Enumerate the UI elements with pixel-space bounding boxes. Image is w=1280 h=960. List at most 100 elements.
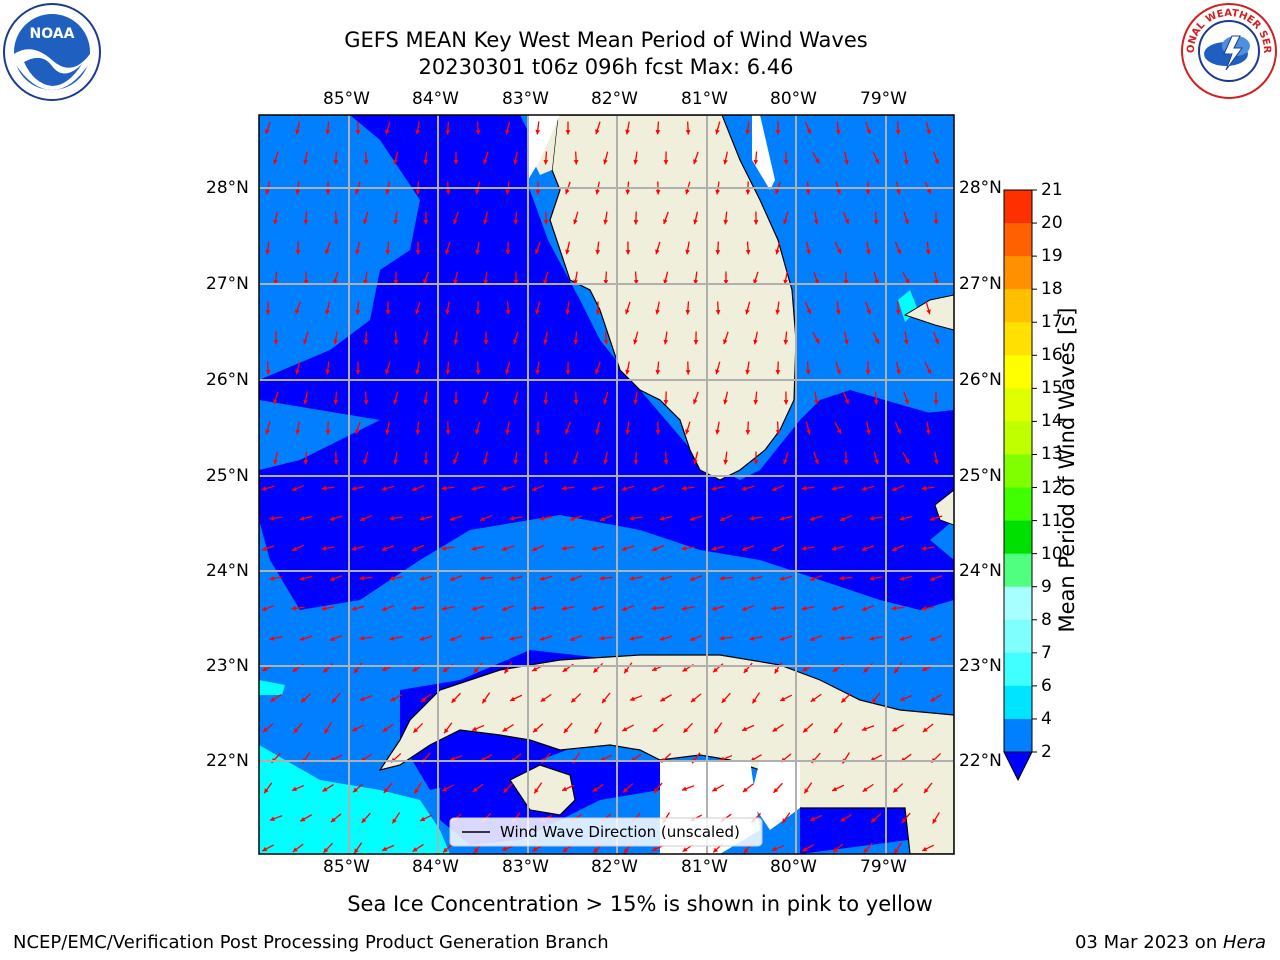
- wind-arrow: [753, 331, 758, 345]
- wind-arrow: [353, 662, 363, 674]
- wind-arrow: [449, 634, 463, 642]
- wind-arrow: [265, 301, 271, 315]
- wind-arrow: [543, 331, 548, 345]
- wind-arrow: [633, 211, 639, 225]
- wind-arrow: [261, 605, 275, 611]
- wind-arrow: [573, 451, 579, 465]
- wind-arrow: [693, 391, 699, 405]
- wind-arrow: [471, 545, 485, 551]
- map-gridlines: [259, 115, 954, 854]
- wind-arrow: [329, 515, 343, 521]
- wind-arrow: [445, 241, 451, 255]
- lon-label-top: 82°W: [591, 89, 638, 109]
- wind-arrow: [565, 421, 571, 435]
- wind-arrow: [861, 485, 875, 491]
- colorbar-segment: [1004, 289, 1032, 323]
- wind-arrow: [873, 451, 879, 465]
- wind-arrow: [505, 241, 511, 255]
- wind-arrow: [929, 575, 943, 581]
- wind-arrow: [603, 391, 609, 405]
- wind-arrow: [273, 151, 279, 165]
- wind-arrow: [809, 814, 823, 822]
- wind-arrow: [453, 151, 459, 165]
- wind-arrow: [831, 486, 845, 491]
- wind-arrow: [685, 361, 691, 375]
- colorbar-tick-label: 17: [1041, 312, 1063, 333]
- wind-arrow: [381, 545, 395, 551]
- wind-arrow: [685, 121, 691, 135]
- wind-arrow: [595, 361, 601, 375]
- wind-arrow: [599, 635, 613, 641]
- wind-arrow: [333, 211, 339, 225]
- wind-arrow: [483, 151, 489, 165]
- wind-arrow: [933, 151, 939, 165]
- wind-arrow: [693, 451, 699, 465]
- lon-label-top: 85°W: [323, 89, 370, 109]
- wind-arrow: [355, 121, 361, 135]
- wind-arrow: [501, 545, 515, 551]
- wind-arrow: [535, 241, 541, 255]
- wind-arrow: [445, 421, 451, 435]
- wind-arrow: [415, 121, 420, 135]
- wind-arrow: [505, 121, 511, 135]
- wind-arrow: [325, 421, 331, 435]
- wind-arrow: [921, 545, 935, 551]
- lat-label-right: 24°N: [959, 561, 1002, 581]
- wind-arrow: [505, 301, 511, 315]
- wind-arrow: [715, 421, 720, 435]
- lat-label-left: 23°N: [206, 656, 249, 676]
- wind-arrow: [265, 121, 271, 135]
- colorbar-segment: [1004, 256, 1032, 290]
- colorbar-segment: [1004, 322, 1032, 356]
- colorbar-tick-label: 16: [1041, 345, 1063, 366]
- wind-arrow: [419, 814, 433, 822]
- wind-arrow: [292, 843, 304, 853]
- wind-arrow: [930, 694, 942, 702]
- wind-arrow: [844, 331, 849, 345]
- wind-arrow: [393, 271, 399, 285]
- wind-arrow: [623, 662, 633, 674]
- wind-arrow: [273, 391, 279, 405]
- wind-arrow: [723, 211, 729, 225]
- wind-arrow: [779, 635, 793, 641]
- wind-arrow: [565, 361, 571, 375]
- colorbar-segment: [1004, 520, 1032, 555]
- colorbar-segment: [1004, 388, 1032, 422]
- wind-arrow: [532, 723, 544, 733]
- wind-arrow: [929, 634, 943, 642]
- wind-arrow: [509, 515, 523, 521]
- wind-arrow: [633, 391, 639, 405]
- colorbar-tick-label: 12: [1041, 477, 1063, 498]
- wind-arrow: [539, 635, 553, 641]
- wind-arrow: [423, 331, 429, 345]
- lon-label-top: 81°W: [681, 89, 728, 109]
- wind-arrow: [331, 692, 341, 704]
- wind-arrow: [663, 451, 669, 465]
- wind-arrow: [894, 421, 902, 435]
- wind-arrow: [595, 121, 601, 135]
- wind-arrow: [322, 663, 334, 673]
- wind-arrow: [902, 271, 910, 285]
- wind-arrow: [355, 301, 361, 315]
- wind-arrow: [449, 755, 463, 761]
- wind-arrow: [363, 451, 369, 465]
- wind-arrow: [902, 451, 910, 465]
- ocean-under-2s-se: [800, 808, 908, 854]
- wind-arrow: [453, 391, 459, 405]
- wind-arrow: [389, 576, 403, 581]
- wind-arrow: [809, 575, 823, 581]
- wind-arrow: [381, 485, 395, 491]
- wind-arrow: [683, 722, 693, 734]
- wind-arrow: [862, 783, 874, 793]
- lat-label-right: 22°N: [959, 751, 1002, 771]
- wind-arrow: [749, 515, 763, 521]
- nodata-area-1: [750, 760, 800, 830]
- wind-arrow: [869, 636, 883, 641]
- wind-arrow: [300, 693, 312, 703]
- wind-arrow: [412, 843, 424, 853]
- wind-arrow: [291, 484, 305, 492]
- wind-arrow: [861, 605, 875, 611]
- wind-arrow: [449, 575, 463, 581]
- wind-arrow: [621, 485, 635, 491]
- wind-arrow: [330, 813, 342, 823]
